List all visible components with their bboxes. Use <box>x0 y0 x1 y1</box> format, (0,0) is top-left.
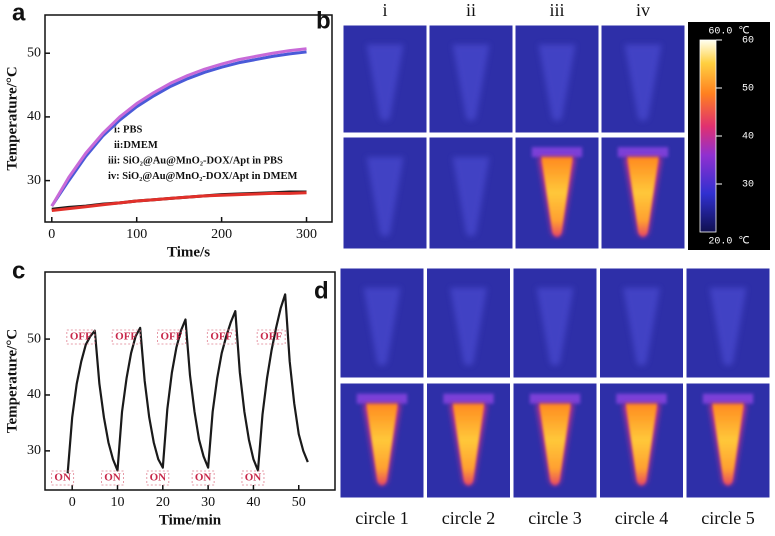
annotation-box <box>51 470 75 486</box>
tube-hot <box>627 157 659 237</box>
annotation: ON <box>195 472 212 484</box>
column-label: circle 3 <box>528 508 581 528</box>
panel-label: d <box>314 277 329 304</box>
panel-label: c <box>12 257 25 284</box>
tube-cold <box>366 44 404 121</box>
x-tick-label: 0 <box>69 495 76 510</box>
x-tick-label: 30 <box>201 495 215 510</box>
y-tick-label: 40 <box>27 109 41 124</box>
column-label: circle 1 <box>355 508 408 528</box>
tube-hot <box>541 157 573 237</box>
data-line <box>66 293 309 474</box>
column-label: iv <box>636 0 650 20</box>
colorbar-tick-label: 40 <box>742 132 754 143</box>
annotation: OFF <box>115 331 137 343</box>
annotation-box <box>157 329 186 345</box>
colorbar-max-label: 60.0 ℃ <box>708 27 749 38</box>
annotation: OFF <box>260 331 282 343</box>
tube-hot <box>452 403 485 485</box>
colorbar-tick-label: 60 <box>742 36 754 47</box>
annotation-box <box>241 470 265 486</box>
data-line <box>51 191 307 213</box>
colorbar-tick-label: 50 <box>742 84 754 95</box>
annotation: OFF <box>70 331 92 343</box>
annotation-box <box>146 470 170 486</box>
annotation: ON <box>150 472 167 484</box>
panel-label: b <box>316 7 331 34</box>
annotation: OFF <box>160 331 182 343</box>
annotation-box <box>101 470 124 486</box>
tube-cold <box>450 287 487 366</box>
y-tick-label: 50 <box>27 331 41 346</box>
tube-hot <box>625 403 658 485</box>
tube-cap <box>616 393 667 404</box>
tube-cap <box>617 147 669 158</box>
data-line <box>50 47 307 207</box>
y-axis-title: Temperature/°C <box>4 66 20 170</box>
column-label: ii <box>466 0 476 20</box>
colorbar <box>699 39 717 233</box>
tube-hot <box>366 403 398 485</box>
tube-cold <box>452 44 490 121</box>
y-axis-title: Temperature/°C <box>4 329 20 433</box>
annotation: OFF <box>210 331 232 343</box>
tube-cold <box>536 287 574 366</box>
x-tick-label: 40 <box>246 495 260 510</box>
tube-cap <box>529 393 581 404</box>
x-tick-label: 10 <box>111 495 125 510</box>
plot-frame <box>44 271 336 491</box>
y-tick-label: 40 <box>27 387 41 402</box>
x-axis-title: Time/min <box>159 512 222 528</box>
plot-frame <box>44 14 333 223</box>
legend-entry: iii: SiO₂@Au@MnO₂-DOX/Apt in PBS <box>108 155 283 166</box>
annotation-box <box>256 329 286 345</box>
legend-entry: ii:DMEM <box>114 140 158 151</box>
tube-cold <box>624 44 662 121</box>
annotation-box <box>206 329 236 345</box>
tube-cold <box>709 287 747 366</box>
tube-cap <box>443 393 494 404</box>
column-label: circle 5 <box>701 508 754 528</box>
y-tick-label: 50 <box>27 45 41 60</box>
tube-hot <box>539 403 571 485</box>
colorbar-min-label: 20.0 ℃ <box>708 237 749 248</box>
column-label: iii <box>549 0 564 20</box>
colorbar-tick-label: 30 <box>742 180 754 191</box>
annotation: ON <box>245 472 262 484</box>
y-tick-label: 30 <box>27 173 41 188</box>
x-tick-label: 300 <box>296 227 317 242</box>
x-tick-label: 50 <box>292 495 306 510</box>
annotation-box <box>111 329 141 345</box>
tube-cold <box>366 157 404 237</box>
tube-cold <box>452 157 490 237</box>
legend-entry: iv: SiO₂@Au@MnO₂-DOX/Apt in DMEM <box>108 171 298 182</box>
tube-cold <box>538 44 576 121</box>
tube-cap <box>531 147 583 158</box>
x-tick-label: 0 <box>48 227 55 242</box>
tube-cold <box>363 287 401 366</box>
panel-label: a <box>12 0 26 26</box>
annotation: ON <box>54 472 71 484</box>
x-tick-label: 200 <box>211 227 232 242</box>
column-label: i <box>382 0 387 20</box>
x-tick-label: 100 <box>126 227 147 242</box>
column-label: circle 2 <box>442 508 495 528</box>
tube-cold <box>623 287 660 366</box>
x-axis-title: Time/s <box>167 244 210 260</box>
legend-entry: i: PBS <box>114 124 142 135</box>
tube-hot <box>712 403 744 485</box>
annotation: ON <box>104 472 121 484</box>
annotation-box <box>191 470 215 486</box>
column-label: circle 4 <box>615 508 668 528</box>
y-tick-label: 30 <box>27 443 41 458</box>
data-line <box>50 50 307 207</box>
tube-cap <box>702 393 754 404</box>
annotation-box <box>66 329 96 345</box>
tube-cap <box>356 393 408 404</box>
x-tick-label: 20 <box>156 495 170 510</box>
